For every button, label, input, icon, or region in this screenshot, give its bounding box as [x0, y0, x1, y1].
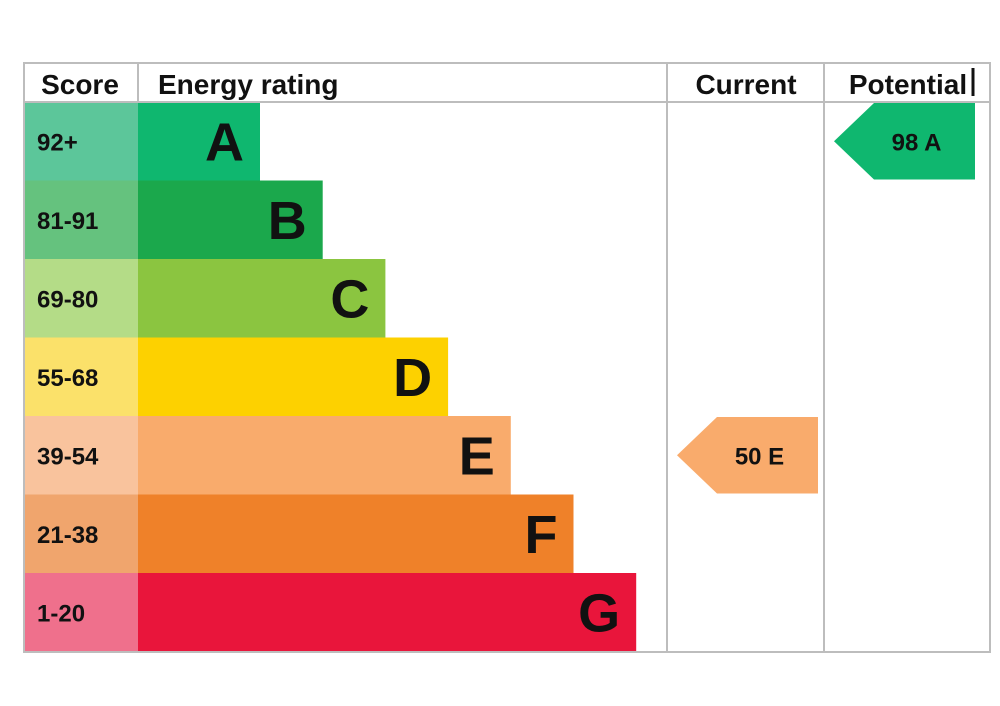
score-range-e: 39-54: [37, 443, 99, 470]
score-cell-e: [24, 416, 138, 496]
score-header: Score: [41, 69, 119, 100]
score-range-a: 92+: [37, 129, 78, 156]
band-letter-b: B: [268, 191, 307, 251]
band-letter-f: F: [525, 505, 558, 565]
score-cell-c: [24, 259, 138, 339]
score-cell-g: [24, 573, 138, 653]
score-range-c: 69-80: [37, 286, 98, 313]
band-letter-g: G: [578, 583, 620, 643]
current-header: Current: [695, 69, 796, 100]
score-range-g: 1-20: [37, 600, 85, 627]
potential-arrow: [834, 103, 975, 180]
arrows-layer: 50 E 98 A: [677, 103, 975, 494]
header-row: Score Energy rating Current Potential: [41, 69, 967, 100]
grid-layer: [23, 62, 991, 653]
score-range-b: 81-91: [37, 208, 98, 235]
band-bar-e: [138, 416, 511, 496]
score-cell-a: [24, 102, 138, 182]
potential-rating-label: 98 A: [892, 129, 942, 156]
potential-header: Potential: [849, 69, 967, 100]
score-cell-d: [24, 337, 138, 417]
score-range-d: 55-68: [37, 365, 98, 392]
bands-layer: 92+ A 81-91 B 69-80 C 55-68 D 39-54 E 21-38 F 1-20 G: [24, 102, 637, 653]
energy-rating-header: Energy rating: [158, 69, 338, 100]
current-arrow: [677, 417, 818, 494]
band-bar-f: [138, 494, 574, 574]
score-range-f: 21-38: [37, 522, 98, 549]
band-bar-g: [138, 573, 637, 653]
band-letter-e: E: [459, 426, 495, 486]
score-cell-b: [24, 180, 138, 260]
band-bar-a: [138, 102, 260, 182]
table-border: [23, 62, 991, 653]
current-rating-label: 50 E: [735, 443, 784, 470]
band-bar-d: [138, 337, 449, 417]
band-letter-c: C: [330, 269, 369, 329]
band-letter-d: D: [393, 348, 432, 408]
band-letter-a: A: [205, 112, 244, 172]
score-cell-f: [24, 494, 138, 574]
band-bar-b: [138, 180, 323, 260]
band-bar-c: [138, 259, 386, 339]
